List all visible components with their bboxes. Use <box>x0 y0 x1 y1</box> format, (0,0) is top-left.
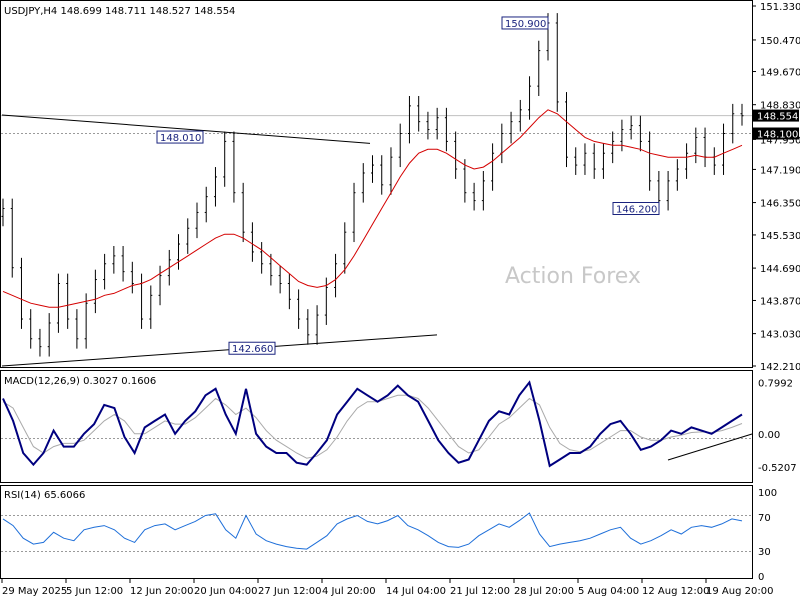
price-tag-label: 148.554 <box>757 112 798 123</box>
macd-line <box>2 380 743 468</box>
price-axis-label: 144.690 <box>760 264 800 275</box>
level-label: 150.900 <box>505 19 546 30</box>
macd-title: MACD(12,26,9) 0.3027 0.1606 <box>4 376 156 387</box>
price-tag-box <box>753 127 799 140</box>
time-axis-label: 19 Aug 20:00 <box>706 586 773 597</box>
rsi-line <box>2 512 743 550</box>
macd-axis: 0.7992 0.00 -0.5207 <box>758 378 797 474</box>
rsi-axis-label: 70 <box>758 513 771 524</box>
level-labels: 150.900 148.010 146.200 142.660 <box>156 16 660 355</box>
price-axis-label: 147.950 <box>760 135 800 146</box>
level-label-box <box>228 341 276 355</box>
lower-trendline <box>1 334 438 367</box>
price-axis-label: 146.350 <box>760 199 800 210</box>
time-axis-label: 28 Jul 20:00 <box>514 586 574 597</box>
level-label: 146.200 <box>616 205 657 216</box>
rsi-axis: 100 70 30 0 <box>758 488 777 583</box>
candlestick-series <box>1 13 744 357</box>
price-pane: USDJPY,H4 148.699 148.711 148.527 148.55… <box>0 0 753 368</box>
macd-axis-label: 0.00 <box>758 430 780 441</box>
rsi-pane: RSI(14) 65.6066 <box>0 485 753 579</box>
time-axis-label: 14 Jul 04:00 <box>386 586 446 597</box>
price-axis-label: 147.190 <box>760 165 800 176</box>
price-axis-label: 149.670 <box>760 68 800 79</box>
price-tag-box <box>753 109 799 122</box>
level-label-box <box>501 16 549 30</box>
trendlines <box>1 114 438 367</box>
macd-axis-label: 0.7992 <box>758 378 793 389</box>
rsi-axis-label: 100 <box>758 488 777 499</box>
level-label-box <box>156 130 204 144</box>
macd-axis-label: -0.5207 <box>758 463 797 474</box>
price-axis-label: 143.030 <box>760 330 800 341</box>
rsi-axis-label: 0 <box>758 572 764 583</box>
price-axis: 151.330 150.470 149.670 148.830 147.950 147.1… <box>752 2 800 373</box>
price-pane-border <box>0 0 753 368</box>
time-axis-label: 5 Jun 12:00 <box>66 586 123 597</box>
level-label: 142.660 <box>232 344 273 355</box>
moving-average-line <box>2 109 743 308</box>
price-tag-label: 148.100 <box>757 130 798 141</box>
time-axis-label: 27 Jun 12:00 <box>258 586 322 597</box>
time-axis-label: 12 Jun 20:00 <box>130 586 194 597</box>
time-axis-label: 5 Aug 04:00 <box>578 586 639 597</box>
price-axis-label: 148.830 <box>760 101 800 112</box>
price-axis-label: 145.530 <box>760 231 800 242</box>
price-axis-label: 142.210 <box>760 362 800 373</box>
macd-trendline <box>667 433 753 461</box>
price-axis-label: 150.470 <box>760 36 800 47</box>
macd-pane: MACD(12,26,9) 0.3027 0.1606 <box>0 370 753 483</box>
price-axis-label: 143.870 <box>760 296 800 307</box>
level-label: 148.010 <box>160 133 201 144</box>
level-label-box <box>612 202 660 215</box>
macd-signal-line <box>2 394 743 459</box>
time-axis-label: 20 Jun 04:00 <box>194 586 258 597</box>
macd-pane-border <box>0 370 753 483</box>
price-grid <box>1 115 752 134</box>
rsi-axis-label: 30 <box>758 547 771 558</box>
time-axis-label: 21 Jul 12:00 <box>450 586 510 597</box>
rsi-pane-border <box>0 485 753 579</box>
time-axis-label: 4 Jul 20:00 <box>322 586 376 597</box>
symbol-header: USDJPY,H4 148.699 148.711 148.527 148.55… <box>4 6 235 17</box>
time-axis-label: 12 Aug 12:00 <box>642 586 709 597</box>
rsi-title: RSI(14) 65.6066 <box>4 490 85 501</box>
time-axis-label: 29 May 2025 <box>2 586 67 597</box>
watermark: Action Forex <box>505 264 641 289</box>
price-axis-label: 151.330 <box>760 2 800 13</box>
upper-trendline <box>1 114 371 144</box>
